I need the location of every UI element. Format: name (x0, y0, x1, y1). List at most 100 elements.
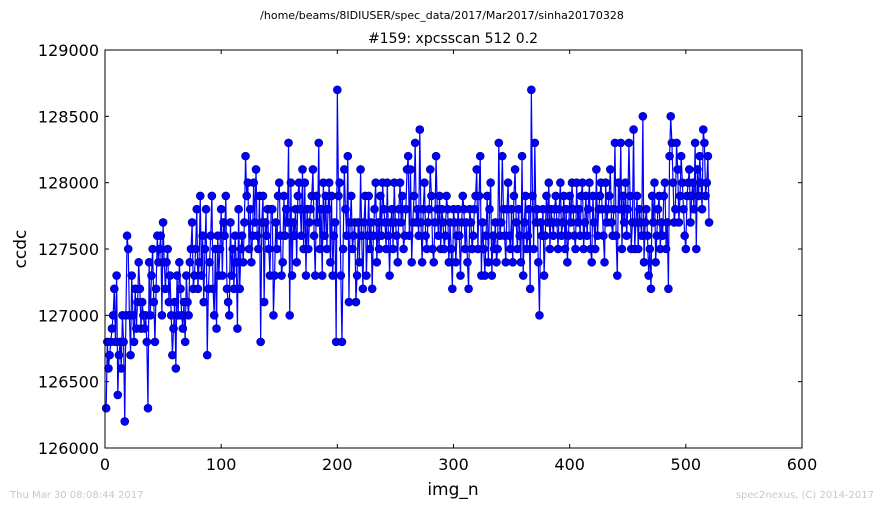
data-point (269, 311, 278, 320)
axes-layer: 0 100 200 300 400 500 600 126000 126500 127000 127… (38, 41, 817, 474)
data-point (659, 191, 669, 201)
y-tick-label: 126500 (38, 373, 99, 392)
data-point (497, 151, 507, 161)
data-point (540, 231, 550, 241)
data-point (680, 231, 689, 241)
data-point (187, 218, 197, 227)
data-point (604, 191, 614, 201)
data-point (370, 204, 379, 214)
data-point (339, 165, 349, 174)
data-point (478, 218, 487, 227)
x-tick-label: 400 (554, 455, 585, 474)
data-point (535, 311, 544, 320)
data-point (585, 178, 594, 187)
data-point (658, 231, 667, 241)
x-tick-label: 500 (671, 455, 702, 474)
data-point (642, 204, 651, 214)
data-point (240, 218, 249, 227)
data-point (236, 244, 246, 254)
data-point (107, 324, 117, 333)
data-point (673, 165, 683, 174)
data-point (520, 218, 529, 227)
data-point (348, 244, 357, 254)
data-point (649, 218, 658, 227)
data-point (209, 311, 219, 320)
data-point (313, 218, 322, 227)
data-point (458, 191, 468, 201)
data-point (200, 244, 210, 254)
data-point (197, 271, 206, 280)
data-point (126, 350, 135, 360)
data-point (191, 244, 200, 254)
data-point (527, 85, 536, 95)
data-point (702, 178, 712, 187)
data-point (287, 271, 297, 280)
y-tick-label: 128500 (38, 107, 99, 126)
data-point (417, 257, 427, 267)
data-point (369, 231, 378, 241)
data-point (494, 138, 504, 148)
y-tick-label: 127500 (38, 240, 99, 259)
data-point (601, 178, 610, 187)
data-point (651, 257, 660, 267)
data-point (149, 297, 159, 307)
data-point (212, 324, 221, 333)
data-point (317, 271, 327, 280)
data-point (542, 191, 551, 201)
data-point (105, 350, 114, 360)
data-point (429, 257, 439, 267)
data-point (326, 257, 335, 267)
data-point (589, 218, 599, 227)
data-point (470, 204, 479, 214)
data-point (545, 244, 555, 254)
data-point (463, 257, 472, 267)
x-tick-label: 100 (206, 455, 237, 474)
data-point (259, 297, 269, 307)
data-point (496, 218, 506, 227)
data-point (286, 178, 296, 187)
data-point (695, 151, 705, 161)
data-point (430, 218, 440, 227)
data-point (487, 271, 497, 280)
data-point (309, 231, 319, 241)
data-point (396, 218, 406, 227)
data-point (704, 218, 714, 227)
data-point (503, 178, 513, 187)
data-point (493, 244, 502, 254)
data-point (621, 178, 630, 187)
data-point (135, 284, 145, 294)
data-point (617, 244, 627, 254)
data-point (303, 244, 313, 254)
data-point (184, 311, 193, 320)
data-point (235, 284, 245, 294)
data-point (151, 284, 161, 294)
data-point (205, 257, 214, 267)
data-point (158, 218, 168, 227)
data-point (482, 191, 492, 201)
data-point (356, 165, 365, 174)
data-point (403, 151, 413, 161)
data-point (108, 311, 118, 320)
data-point (172, 271, 182, 280)
data-point (690, 138, 700, 148)
data-point (384, 231, 393, 241)
data-point (701, 191, 710, 201)
data-point (140, 324, 149, 333)
data-point (207, 191, 217, 201)
data-point (249, 178, 258, 187)
data-point (442, 191, 451, 201)
data-point (474, 191, 484, 201)
data-point (129, 337, 139, 347)
data-point (612, 271, 622, 280)
data-point (193, 284, 203, 294)
data-point (223, 297, 233, 307)
data-point (175, 257, 184, 267)
data-point (632, 191, 642, 201)
data-point (178, 324, 188, 333)
data-point (176, 284, 185, 294)
data-point (424, 204, 434, 214)
data-point (428, 244, 437, 254)
data-point (308, 165, 318, 174)
data-point (456, 271, 465, 280)
data-point (563, 257, 572, 267)
